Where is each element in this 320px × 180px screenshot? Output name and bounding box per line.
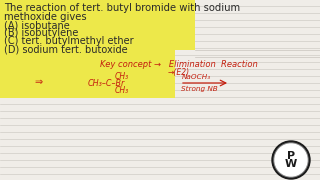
Text: NaOCH₃: NaOCH₃: [182, 74, 211, 80]
Text: The reaction of tert. butyl bromide with sodium: The reaction of tert. butyl bromide with…: [4, 3, 240, 13]
Text: CH₃–C–Br: CH₃–C–Br: [88, 79, 125, 88]
Text: P: P: [287, 151, 295, 161]
Text: W: W: [285, 159, 297, 169]
Circle shape: [274, 143, 308, 177]
Text: Key concept →   Elimination  Reaction: Key concept → Elimination Reaction: [100, 60, 258, 69]
Circle shape: [272, 141, 310, 179]
Text: (D) sodium tert. butoxide: (D) sodium tert. butoxide: [4, 44, 128, 54]
Text: CH₃: CH₃: [115, 86, 129, 95]
Text: ⇒: ⇒: [34, 77, 42, 87]
Text: methoxide gives: methoxide gives: [4, 12, 87, 22]
Bar: [0, 0, 195, 50]
Text: (C) tert. butylmethyl ether: (C) tert. butylmethyl ether: [4, 36, 134, 46]
Text: CH₃: CH₃: [115, 72, 129, 81]
Text: (A) isobutane: (A) isobutane: [4, 20, 70, 30]
Bar: [0, 50, 175, 98]
Text: →(E2): →(E2): [168, 68, 190, 77]
Text: Strong NB: Strong NB: [181, 86, 218, 92]
Text: (B) isobutylene: (B) isobutylene: [4, 28, 78, 38]
Circle shape: [275, 144, 307, 176]
